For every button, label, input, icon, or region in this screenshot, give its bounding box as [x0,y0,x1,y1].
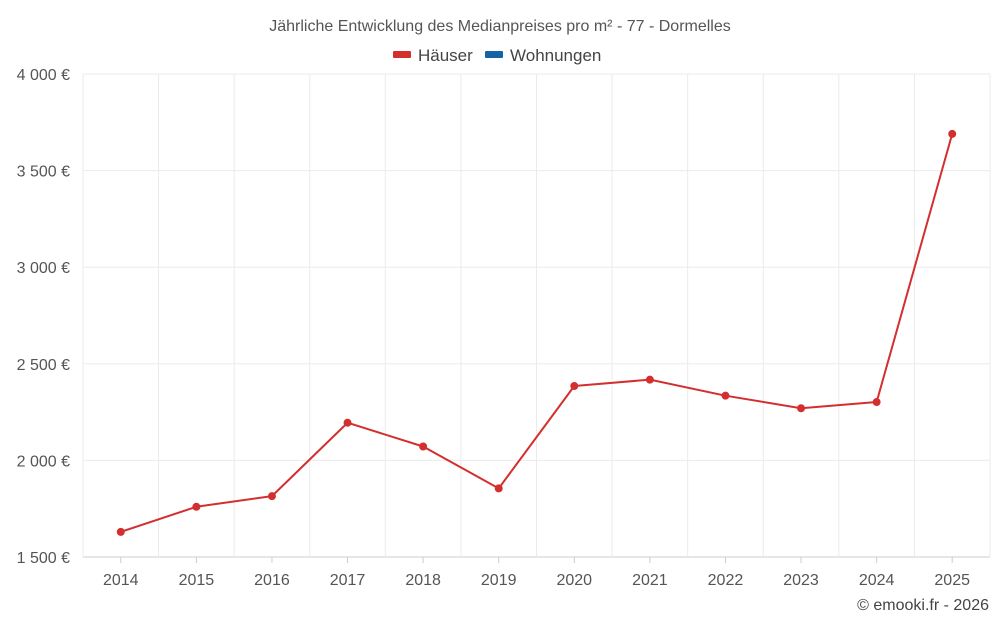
legend-swatch-wohnungen [485,51,503,58]
x-tick-label: 2021 [632,572,668,589]
series-line-hauser [120,133,954,533]
x-tick-label: 2018 [405,572,441,589]
x-tick-label: 2025 [934,572,970,589]
x-tick-label: 2017 [330,572,366,589]
x-tick-label: 2016 [254,572,290,589]
data-point-2020[interactable] [570,382,579,391]
x-axis: 2014 2015 2016 2017 2018 2019 2020 2021 2022 2023… [103,557,970,589]
y-tick-label: 1 500 € [17,550,70,567]
chart-title: Jährliche Entwicklung des Medianpreises … [269,18,731,35]
x-tick-label: 2022 [708,572,744,589]
x-tick-label: 2015 [179,572,215,589]
data-point-2017[interactable] [343,418,352,427]
data-point-2024[interactable] [872,398,881,407]
data-point-2015[interactable] [192,502,201,511]
y-tick-label: 3 000 € [17,260,70,277]
data-point-2021[interactable] [645,375,654,384]
legend: Häuser Wohnungen [393,46,601,65]
legend-item-wohnungen[interactable]: Wohnungen [485,46,601,65]
data-point-2014[interactable] [116,527,125,536]
x-tick-label: 2023 [783,572,819,589]
x-tick-label: 2024 [859,572,895,589]
data-point-2025[interactable] [948,129,957,138]
data-point-2023[interactable] [797,404,806,413]
x-tick-label: 2020 [556,572,592,589]
data-point-2018[interactable] [419,442,428,451]
legend-label-hauser: Häuser [418,46,473,65]
data-point-2019[interactable] [494,484,503,493]
credit-text: © emooki.fr - 2026 [857,597,989,614]
legend-label-wohnungen: Wohnungen [510,46,601,65]
data-point-2022[interactable] [721,391,730,400]
y-tick-label: 2 000 € [17,453,70,470]
y-tick-label: 4 000 € [17,67,70,84]
grid [82,73,991,558]
y-axis: 1 500 € 2 000 € 2 500 € 3 000 € 3 500 € 4 000… [17,67,70,567]
legend-swatch-hauser [393,51,411,58]
x-tick-label: 2019 [481,572,517,589]
x-tick-label: 2014 [103,572,139,589]
y-tick-label: 3 500 € [17,164,70,181]
y-tick-label: 2 500 € [17,357,70,374]
legend-item-hauser[interactable]: Häuser [393,46,473,65]
series-hauser [116,129,957,536]
data-point-2016[interactable] [267,492,276,501]
